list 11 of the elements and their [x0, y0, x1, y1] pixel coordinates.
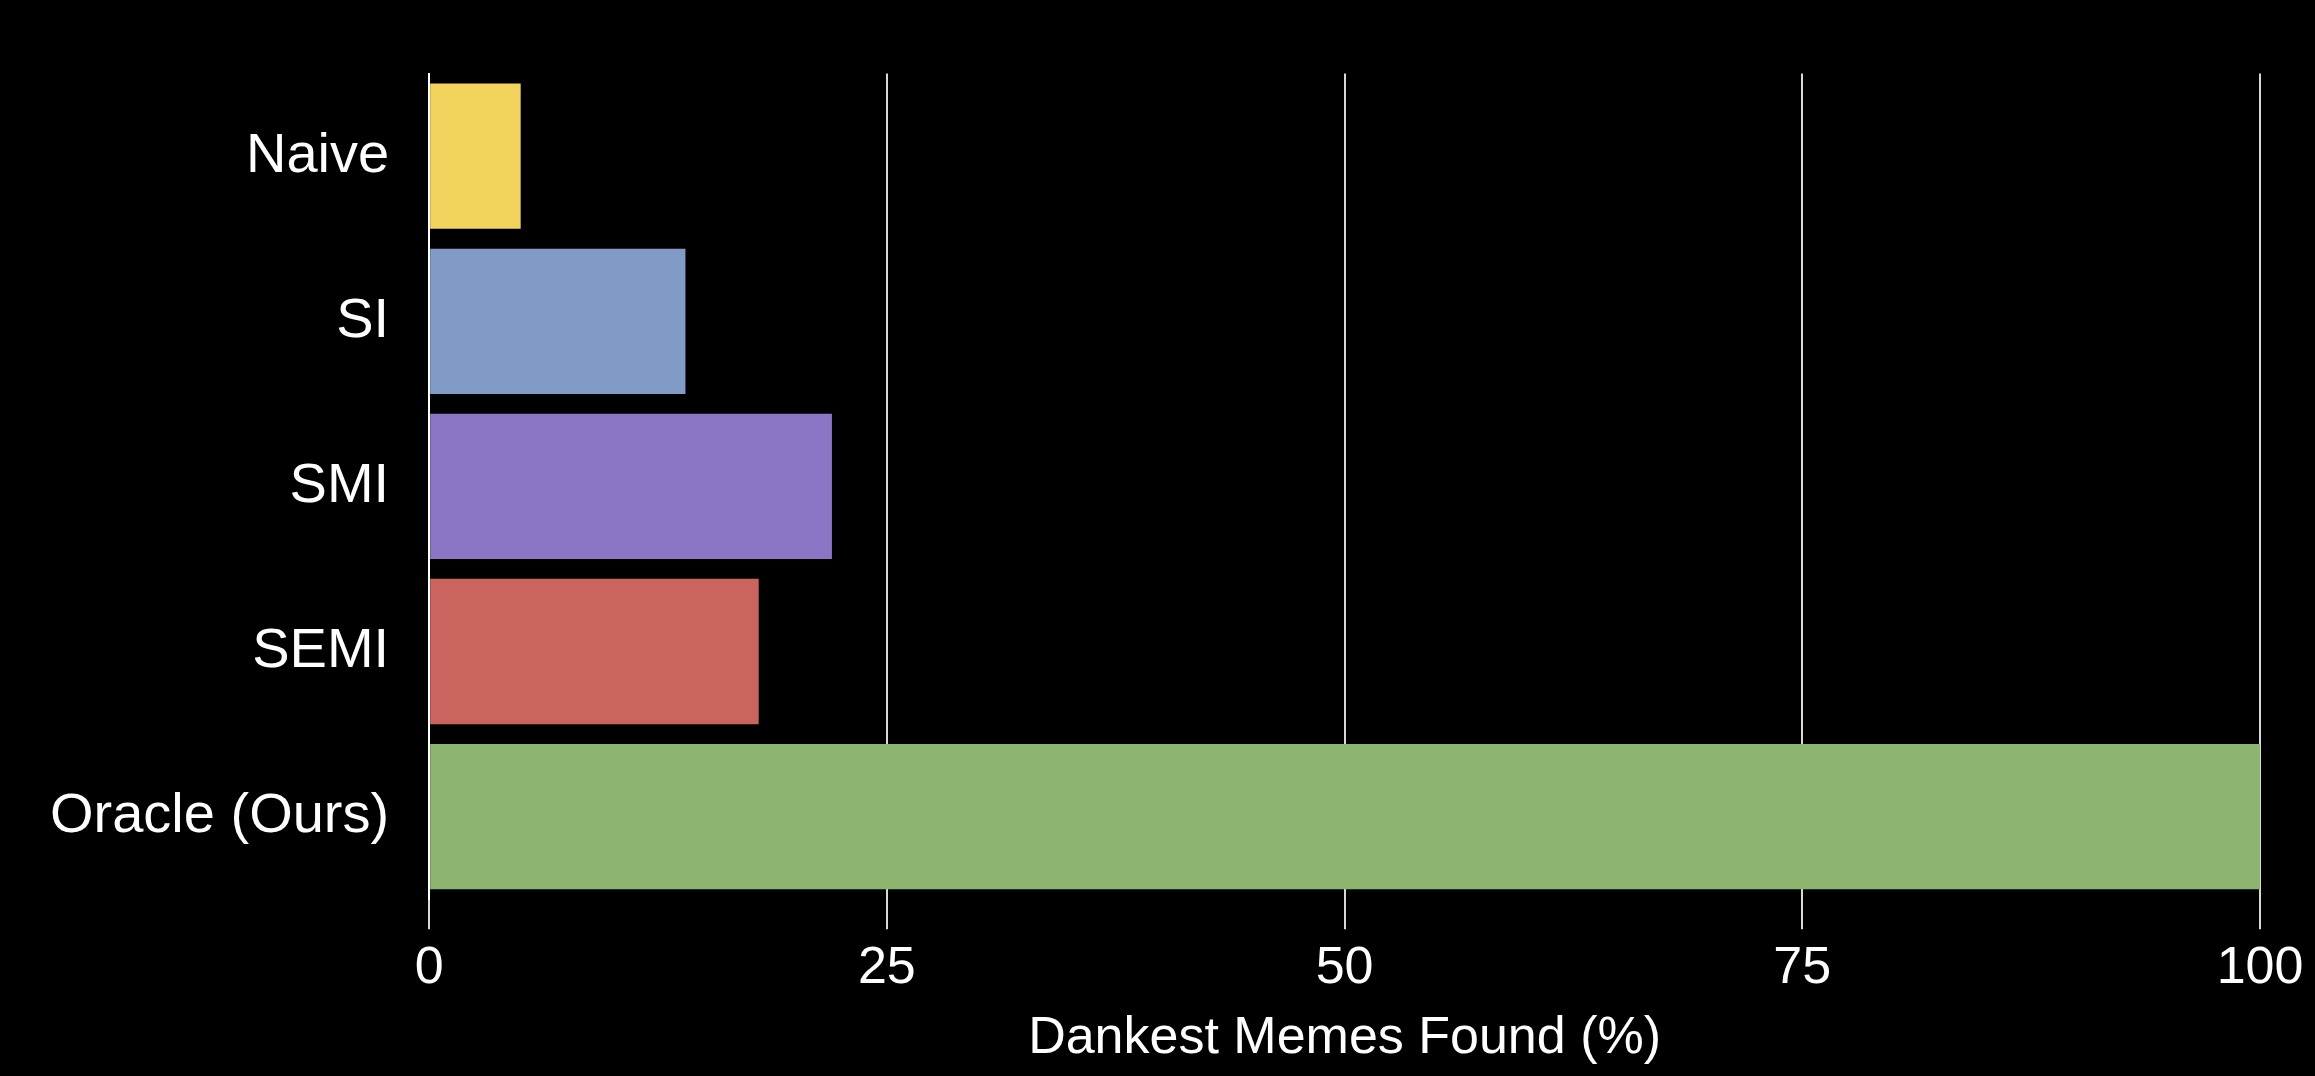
x-tick-label: 0 — [414, 935, 444, 994]
x-tick-label: 75 — [1773, 935, 1832, 994]
x-tick-label: 25 — [857, 935, 916, 994]
y-tick-label: Naive — [245, 120, 390, 184]
y-tick-label: Oracle (Ours) — [49, 781, 390, 845]
y-tick-label: SMI — [289, 450, 390, 514]
x-axis-title: Dankest Memes Found (%) — [1028, 1006, 1662, 1065]
y-tick-label: SEMI — [252, 615, 390, 679]
x-tick-label: 100 — [2216, 935, 2304, 994]
x-tick-label: 50 — [1315, 935, 1374, 994]
y-tick-label: SI — [336, 285, 390, 349]
